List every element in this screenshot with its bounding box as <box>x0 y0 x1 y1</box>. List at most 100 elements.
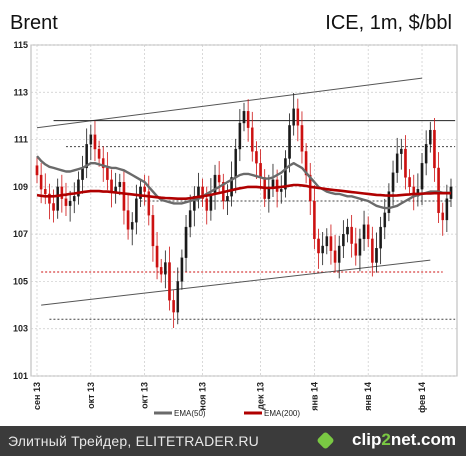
y-tick-label: 113 <box>13 87 28 97</box>
plot-area <box>30 44 458 377</box>
candle-body <box>209 193 213 211</box>
candle-body <box>217 174 221 183</box>
candle-body <box>395 153 399 173</box>
candle-body <box>379 226 382 249</box>
candle-body <box>48 193 51 204</box>
chart-subtitle: ICE, 1m, $/bbl <box>325 12 452 34</box>
candle-body <box>39 174 43 190</box>
y-tick-label: 107 <box>13 229 28 239</box>
candle-body <box>408 177 411 188</box>
candle-body <box>259 163 262 178</box>
candle-body <box>250 127 254 152</box>
candle-body <box>445 198 449 221</box>
source-credit: Элитный Трейдер, ELITETRADER.RU <box>8 433 259 449</box>
legend-label: EMA(50) <box>174 409 206 418</box>
candle-body <box>89 134 93 145</box>
candle-body <box>122 181 126 211</box>
brand-prefix: clip <box>352 430 382 449</box>
candle-body <box>433 129 436 169</box>
candle-body <box>333 250 337 263</box>
candle-body <box>72 196 76 202</box>
candle-body <box>329 236 333 251</box>
ema50-line <box>36 155 451 210</box>
candle-body <box>296 108 300 126</box>
candle-body <box>85 144 88 169</box>
brand-mid: 2 <box>381 430 391 449</box>
candle-body <box>429 129 432 145</box>
candle-body <box>64 198 68 206</box>
candle-body <box>342 233 345 247</box>
candle-body <box>246 111 250 128</box>
ema200-line <box>36 183 451 200</box>
candle-body <box>164 262 167 275</box>
x-tick-label: фев 14 <box>417 382 427 413</box>
candle-body <box>213 174 217 195</box>
channel-lower-line <box>41 259 431 306</box>
candle-body <box>317 238 320 254</box>
x-tick-label: ноя 13 <box>198 382 208 411</box>
candle-body <box>383 212 387 228</box>
candle-body <box>77 179 80 197</box>
footer-bar: Элитный Трейдер, ELITETRADER.RU clip2net… <box>0 426 466 456</box>
candle-body <box>387 191 391 214</box>
candle-body <box>292 108 295 126</box>
candle-body <box>226 196 229 202</box>
candle-body <box>97 148 101 159</box>
y-tick-label: 111 <box>14 135 28 145</box>
candle-body <box>118 181 122 188</box>
candle-body <box>420 163 424 190</box>
candle-body <box>230 177 233 197</box>
candle-body <box>391 172 395 192</box>
price-chart: 101 103 105 107 109 111 113 115 сен 13 окт 13 окт … <box>13 40 458 418</box>
candle-body <box>424 144 428 164</box>
candle-body <box>404 148 407 178</box>
candle-body <box>159 267 163 275</box>
candle-body <box>271 179 275 188</box>
candle-body <box>201 186 204 199</box>
x-tick-label: сен 13 <box>32 382 42 410</box>
y-tick-label: 101 <box>13 371 28 381</box>
candle-body <box>52 203 55 211</box>
candle-body <box>168 262 171 301</box>
candle-body <box>126 210 130 230</box>
candle-body <box>180 257 184 282</box>
y-tick-label: 105 <box>13 276 28 286</box>
legend-label: EMA(200) <box>264 409 300 418</box>
candle-body <box>350 226 353 244</box>
candle-body <box>313 200 316 240</box>
x-tick-label: янв 14 <box>363 382 373 411</box>
candle-body <box>139 186 142 199</box>
candle-body <box>325 236 329 247</box>
candle-body <box>143 186 146 192</box>
candle-body <box>56 186 59 211</box>
candle-body <box>375 248 378 263</box>
candle-body <box>81 167 84 180</box>
candle-body <box>110 179 113 192</box>
candle-body <box>205 198 209 211</box>
candle-body <box>279 189 283 192</box>
candle-body <box>114 186 117 192</box>
candle-body <box>35 165 39 176</box>
candle-body <box>362 224 366 240</box>
candle-body <box>147 191 151 216</box>
candle-body <box>184 226 188 258</box>
candle-body <box>106 167 109 180</box>
x-tick-label: янв 14 <box>309 382 319 411</box>
candle-body <box>43 189 47 195</box>
candle-body <box>337 245 341 263</box>
brand-suffix: net.com <box>390 430 456 449</box>
clip2net-brand[interactable]: clip2net.com <box>352 430 456 450</box>
candle-body <box>101 158 105 169</box>
y-tick-label: 109 <box>13 182 28 192</box>
candle-body <box>321 245 324 254</box>
candle-body <box>155 245 159 268</box>
candle-body <box>275 179 279 192</box>
x-tick-label: окт 13 <box>86 382 96 409</box>
y-tick-label: 115 <box>13 40 28 50</box>
candle-body <box>188 210 192 228</box>
candle-body <box>255 151 258 164</box>
candle-body <box>304 151 308 176</box>
candle-body <box>358 238 362 256</box>
x-tick-label: дек 13 <box>256 382 266 410</box>
clip2net-logo-icon <box>316 431 335 450</box>
